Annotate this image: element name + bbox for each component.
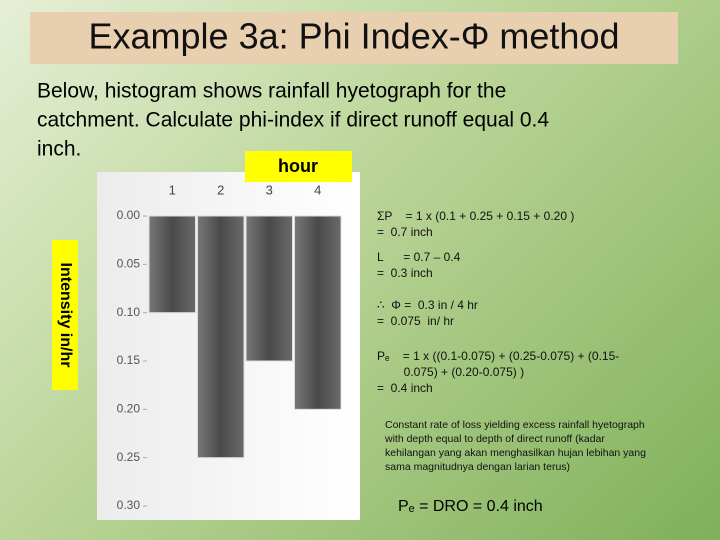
x-label-box <box>245 151 352 182</box>
bar <box>245 215 293 362</box>
intro-line: Below, histogram shows rainfall hyetogra… <box>37 80 506 103</box>
note-line: Pₑ = 1 x ((0.1-0.075) + (0.25-0.075) + (… <box>377 349 619 363</box>
intro: Below, histogram shows rainfall hyetogra… <box>37 80 549 161</box>
y-axis-label: Intensity in/hr <box>57 263 74 368</box>
conclusion: Pₑ = DRO = 0.4 inch <box>398 498 543 515</box>
note-line: L = 0.7 – 0.4 <box>377 250 461 264</box>
y-tick-label: 0.20 <box>117 402 141 416</box>
note-line: ΣP = 1 x (0.1 + 0.25 + 0.15 + 0.20 ) <box>377 209 574 223</box>
explanation-line: with depth equal to depth of direct runo… <box>384 433 605 445</box>
y-tick-label: 0.00 <box>117 208 141 222</box>
y-tick-label: 0.10 <box>117 305 141 319</box>
y-tick-label: 0.05 <box>117 257 141 271</box>
bar <box>294 215 342 410</box>
explanation: Constant rate of loss yielding excess ra… <box>384 419 646 473</box>
note-line: 0.075) + (0.20-0.075) ) <box>377 365 524 379</box>
note-line: = 0.7 inch <box>377 225 433 239</box>
note-line: = 0.3 inch <box>377 266 433 280</box>
explanation-line: sama magnitudnya dengan larian terus) <box>385 461 570 473</box>
explanation-line: Constant rate of loss yielding excess ra… <box>385 419 645 431</box>
x-axis-label: hour <box>278 156 318 176</box>
intro-line: inch. <box>37 138 81 161</box>
title: Example 3a: Phi Index-Φ method <box>89 16 620 57</box>
bar <box>197 215 245 459</box>
note-line: = 0.075 in/ hr <box>377 314 454 328</box>
note-line: = 0.4 inch <box>377 381 433 395</box>
x-tick-label: 3 <box>266 182 273 197</box>
bar <box>148 215 196 314</box>
x-tick-label: 2 <box>217 182 224 197</box>
note-line: ∴ Φ = 0.3 in / 4 hr <box>377 298 478 312</box>
y-label-box <box>52 240 78 390</box>
notes: ΣP = 1 x (0.1 + 0.25 + 0.15 + 0.20 ) = 0.… <box>377 209 619 395</box>
intro-line: catchment. Calculate phi-index if direct… <box>37 109 549 132</box>
y-tick-label: 0.30 <box>117 498 141 512</box>
y-tick-label: 0.25 <box>117 450 141 464</box>
explanation-line: kehilangan yang akan menghasilkan hujan … <box>385 447 646 459</box>
chart: 0.00 0.05 0.10 0.15 0.20 0.25 0.30 1 2 3 4 <box>117 182 342 512</box>
x-tick-label: 4 <box>314 182 321 197</box>
y-tick-label: 0.15 <box>117 353 141 367</box>
x-tick-label: 1 <box>169 182 176 197</box>
title-box <box>30 12 678 64</box>
